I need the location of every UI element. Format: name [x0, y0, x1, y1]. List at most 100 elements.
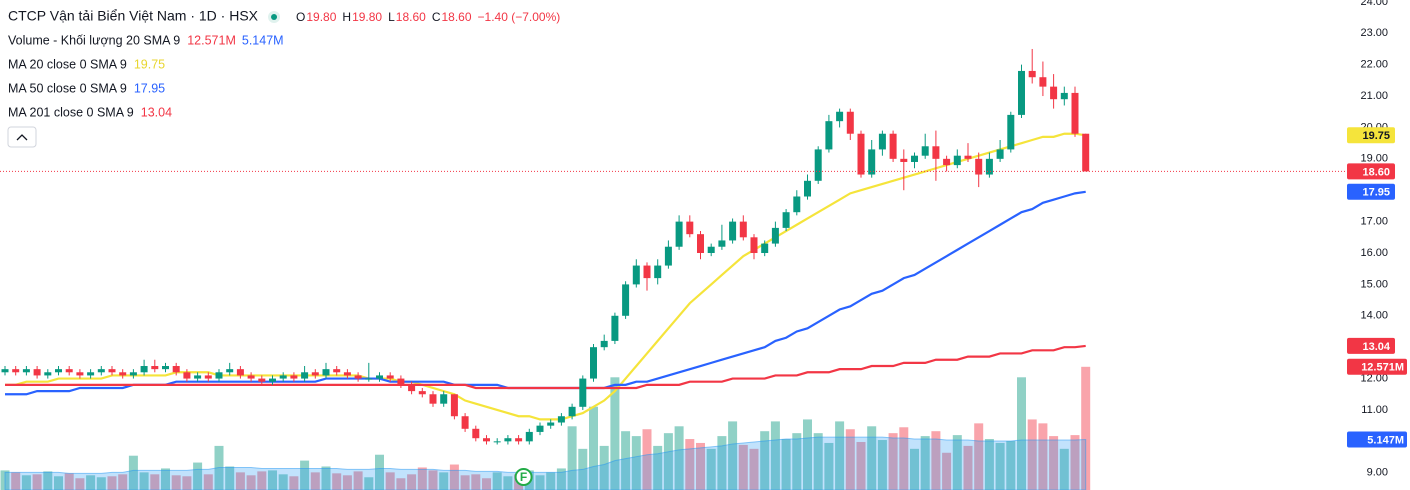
- volume-bar: [118, 474, 128, 490]
- volume-bar: [931, 431, 941, 490]
- volume-bar: [32, 474, 42, 490]
- candle-body: [857, 133, 865, 175]
- volume-bar: [792, 433, 802, 490]
- volume-bar: [770, 421, 780, 490]
- candle-body: [911, 155, 918, 162]
- axis-badge-label: 12.571M: [1361, 362, 1404, 374]
- volume-bar: [974, 423, 984, 490]
- volume-bar: [856, 441, 866, 490]
- quote-value: 18.60: [442, 10, 472, 24]
- quote-key: C: [432, 10, 441, 24]
- legend-value: 17.95: [134, 81, 165, 95]
- volume-bar: [342, 475, 352, 490]
- candle-body: [611, 315, 619, 341]
- candle-body: [814, 149, 822, 181]
- volume-bar: [899, 427, 909, 490]
- candle-body: [311, 372, 319, 376]
- quote-value: 19.80: [352, 10, 382, 24]
- candle-body: [868, 149, 876, 175]
- candle-body: [804, 180, 811, 197]
- candle-body: [504, 438, 512, 442]
- volume-bar: [995, 442, 1005, 490]
- candle-body: [290, 375, 298, 379]
- volume-bar: [642, 429, 652, 490]
- candle-body: [825, 121, 833, 150]
- volume-bar: [556, 468, 566, 490]
- chart-title: CTCP Vận tải Biển Việt Nam · 1D · HSX: [8, 8, 259, 24]
- volume-bar: [332, 473, 342, 490]
- y-tick-label: 21.00: [1360, 90, 1388, 102]
- candle-body: [172, 366, 180, 373]
- volume-sma-area: [4, 436, 1087, 490]
- volume-bar: [21, 475, 31, 490]
- axis-badge: [1347, 337, 1395, 354]
- candle-body: [547, 422, 555, 426]
- candle-body: [408, 384, 416, 392]
- candle-body: [461, 416, 469, 429]
- volume-bar: [706, 448, 716, 490]
- candle-body: [900, 158, 908, 162]
- axis-badge-label: 13.04: [1362, 341, 1390, 353]
- candle-body: [1018, 70, 1025, 115]
- volume-bar: [717, 436, 727, 490]
- volume-bar: [1027, 419, 1037, 490]
- candle-body: [247, 375, 255, 379]
- candle-body: [889, 133, 897, 159]
- volume-bar: [396, 478, 406, 490]
- candle-body: [354, 375, 362, 379]
- volume-bar: [375, 454, 384, 490]
- volume-bar: [428, 470, 438, 490]
- candle-body: [515, 438, 523, 442]
- legend-value: 19.75: [134, 57, 165, 71]
- volume-bar: [835, 421, 845, 490]
- candle-body: [1060, 92, 1068, 100]
- candle-body: [739, 221, 747, 238]
- y-tick-label: 19.00: [1360, 153, 1388, 165]
- candle-body: [729, 221, 737, 241]
- candle-body: [525, 431, 533, 442]
- volume-bar: [631, 436, 641, 490]
- candle-body: [793, 196, 801, 213]
- volume-bar: [546, 472, 556, 490]
- legend-label: Volume - Khối lượng 20 SMA 9: [8, 33, 180, 47]
- volume-bar: [1081, 366, 1091, 490]
- event-marker: [514, 468, 533, 486]
- y-tick-label: 23.00: [1360, 27, 1388, 39]
- collapse-button[interactable]: [7, 126, 37, 148]
- volume-bar: [535, 475, 545, 490]
- volume-bar: [107, 476, 117, 490]
- volume-bar: [482, 478, 491, 490]
- volume-bar: [235, 472, 245, 490]
- candle-body: [33, 369, 41, 376]
- candle-body: [108, 369, 116, 373]
- volume-bar: [621, 431, 631, 490]
- candle-body: [964, 155, 972, 159]
- ma-line: [5, 132, 1086, 421]
- candle-body: [718, 240, 726, 247]
- candle-body: [600, 340, 608, 348]
- volume-bar: [449, 464, 459, 490]
- candle-body: [119, 372, 127, 376]
- volume-bar: [1006, 441, 1016, 490]
- volume-bar: [567, 426, 577, 490]
- volume-bar: [353, 471, 363, 490]
- candle-body: [1028, 70, 1036, 78]
- candle-body: [65, 369, 73, 373]
- volume-bar: [193, 462, 203, 490]
- volume-bar: [150, 474, 160, 490]
- candle-body: [846, 111, 854, 134]
- volume-bar: [610, 377, 620, 490]
- legend-label: MA 201 close 0 SMA 9: [8, 105, 134, 119]
- candle-body: [632, 265, 640, 285]
- axis-badge-label: 17.95: [1362, 187, 1390, 199]
- candle-body: [568, 406, 576, 417]
- candle-body: [622, 284, 630, 316]
- volume-bar: [910, 448, 919, 490]
- collapse-icon: [16, 134, 28, 141]
- volume-bar: [653, 445, 663, 490]
- volume-bar: [11, 472, 21, 490]
- candle-body: [697, 234, 704, 254]
- candle-body: [397, 378, 405, 385]
- volume-bar: [749, 448, 759, 490]
- candle-body: [953, 155, 961, 166]
